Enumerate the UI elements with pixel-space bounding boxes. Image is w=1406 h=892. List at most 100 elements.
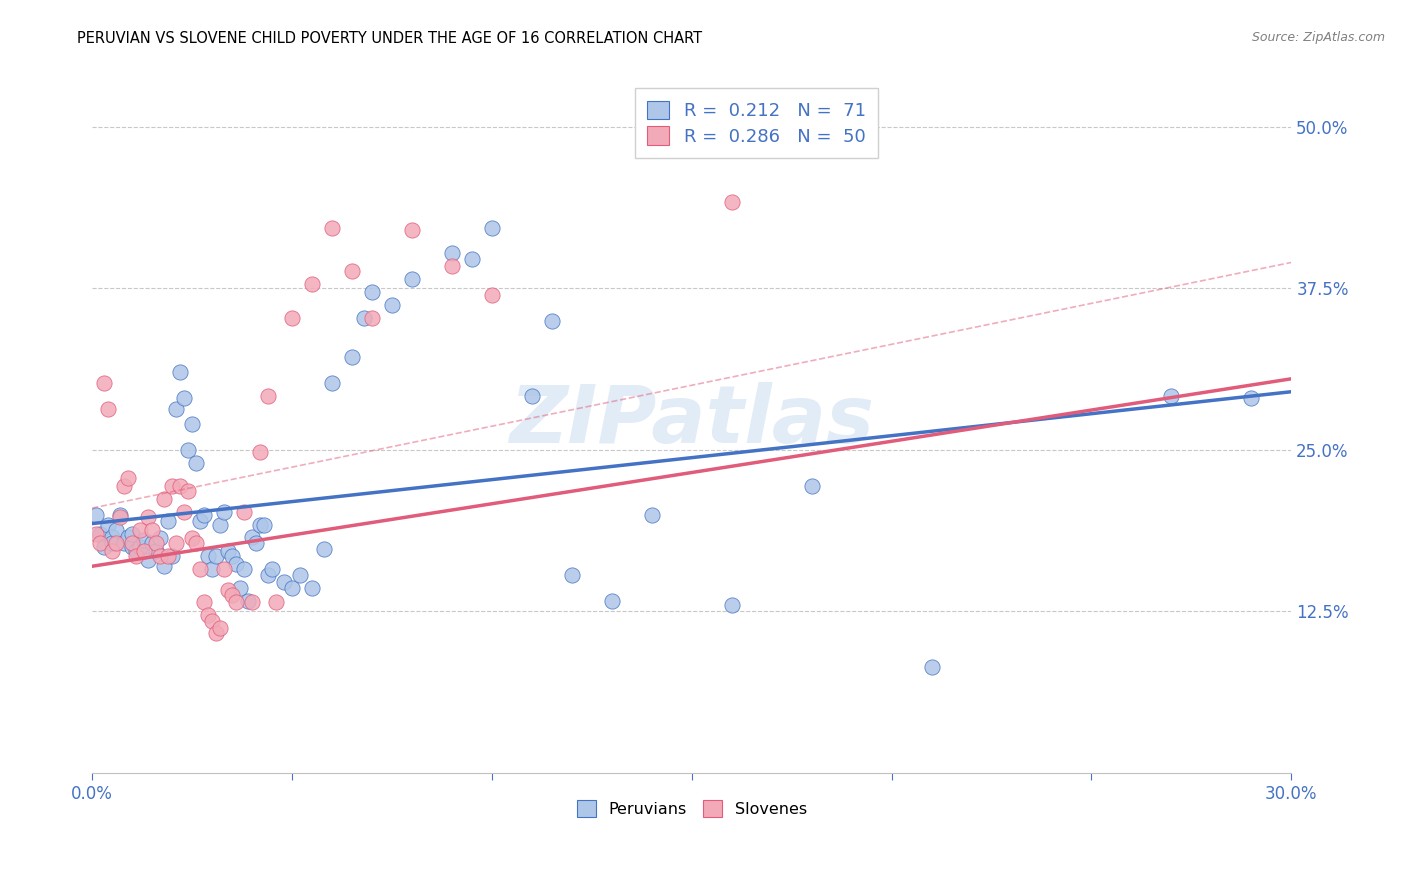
Point bbox=[321, 376, 343, 390]
Point bbox=[97, 517, 120, 532]
Point bbox=[249, 445, 271, 459]
Point bbox=[84, 527, 107, 541]
Point bbox=[221, 549, 243, 563]
Text: ZIPatlas: ZIPatlas bbox=[509, 382, 875, 459]
Point bbox=[149, 549, 172, 563]
Point bbox=[125, 549, 148, 563]
Point bbox=[188, 562, 211, 576]
Point bbox=[101, 529, 124, 543]
Point bbox=[212, 562, 235, 576]
Point bbox=[173, 505, 195, 519]
Point bbox=[105, 523, 128, 537]
Point bbox=[321, 220, 343, 235]
Point bbox=[301, 581, 323, 595]
Point bbox=[253, 517, 276, 532]
Point bbox=[233, 505, 256, 519]
Point bbox=[1160, 388, 1182, 402]
Point bbox=[273, 574, 295, 589]
Text: Source: ZipAtlas.com: Source: ZipAtlas.com bbox=[1251, 31, 1385, 45]
Point bbox=[129, 540, 152, 554]
Point bbox=[540, 313, 562, 327]
Point bbox=[301, 277, 323, 292]
Text: PERUVIAN VS SLOVENE CHILD POVERTY UNDER THE AGE OF 16 CORRELATION CHART: PERUVIAN VS SLOVENE CHILD POVERTY UNDER … bbox=[77, 31, 703, 46]
Point bbox=[461, 252, 484, 266]
Point bbox=[600, 594, 623, 608]
Legend: Peruvians, Slovenes: Peruvians, Slovenes bbox=[568, 792, 815, 825]
Point bbox=[89, 527, 111, 541]
Point bbox=[720, 598, 742, 612]
Point bbox=[236, 594, 259, 608]
Point bbox=[84, 508, 107, 522]
Point bbox=[229, 581, 252, 595]
Point bbox=[177, 484, 200, 499]
Point bbox=[340, 350, 363, 364]
Point bbox=[440, 260, 463, 274]
Point bbox=[340, 264, 363, 278]
Point bbox=[136, 510, 159, 524]
Point bbox=[157, 514, 180, 528]
Point bbox=[240, 595, 263, 609]
Point bbox=[1240, 391, 1263, 405]
Point bbox=[641, 508, 664, 522]
Point bbox=[121, 536, 143, 550]
Point bbox=[173, 391, 195, 405]
Point bbox=[257, 388, 280, 402]
Point bbox=[281, 311, 304, 326]
Point bbox=[245, 536, 267, 550]
Point bbox=[177, 442, 200, 457]
Point bbox=[89, 536, 111, 550]
Point bbox=[281, 581, 304, 595]
Point bbox=[141, 536, 163, 550]
Point bbox=[169, 479, 191, 493]
Point bbox=[134, 533, 156, 548]
Point bbox=[221, 588, 243, 602]
Point bbox=[720, 194, 742, 209]
Point bbox=[181, 417, 204, 431]
Point bbox=[201, 614, 224, 628]
Point bbox=[117, 471, 139, 485]
Point bbox=[101, 543, 124, 558]
Point bbox=[212, 505, 235, 519]
Point bbox=[121, 527, 143, 541]
Point bbox=[205, 549, 228, 563]
Point bbox=[108, 508, 131, 522]
Point bbox=[160, 549, 183, 563]
Point bbox=[401, 223, 423, 237]
Point bbox=[561, 568, 583, 582]
Point bbox=[921, 660, 943, 674]
Point bbox=[117, 529, 139, 543]
Point bbox=[288, 568, 311, 582]
Point bbox=[121, 540, 143, 554]
Point bbox=[217, 543, 239, 558]
Point bbox=[193, 595, 215, 609]
Point bbox=[125, 543, 148, 558]
Point bbox=[201, 562, 224, 576]
Point bbox=[108, 510, 131, 524]
Point bbox=[481, 220, 503, 235]
Point bbox=[181, 531, 204, 545]
Point bbox=[129, 523, 152, 537]
Point bbox=[136, 553, 159, 567]
Point bbox=[233, 562, 256, 576]
Point bbox=[184, 456, 207, 470]
Point bbox=[105, 536, 128, 550]
Point bbox=[381, 298, 404, 312]
Point bbox=[197, 608, 219, 623]
Point bbox=[209, 621, 232, 635]
Point bbox=[153, 559, 176, 574]
Point bbox=[188, 514, 211, 528]
Point bbox=[481, 287, 503, 301]
Point bbox=[165, 536, 187, 550]
Point bbox=[112, 536, 135, 550]
Point bbox=[225, 557, 247, 571]
Point bbox=[145, 536, 167, 550]
Point bbox=[800, 479, 823, 493]
Point bbox=[401, 272, 423, 286]
Point bbox=[184, 536, 207, 550]
Point bbox=[264, 595, 287, 609]
Point bbox=[440, 246, 463, 260]
Point bbox=[249, 517, 271, 532]
Point bbox=[141, 523, 163, 537]
Point bbox=[225, 595, 247, 609]
Point bbox=[97, 401, 120, 416]
